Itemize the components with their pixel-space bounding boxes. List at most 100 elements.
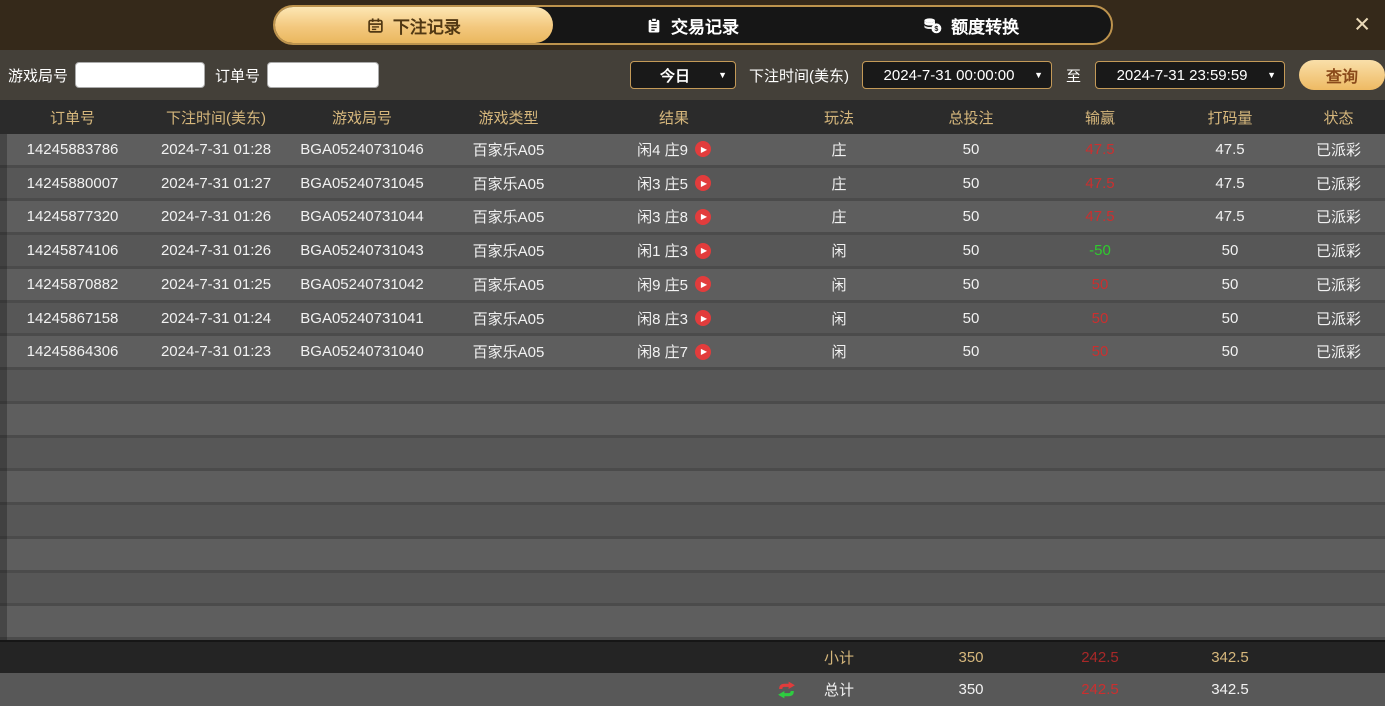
win-loss-value: 47.5 [1085, 208, 1115, 226]
cell-bet-time: 2024-7-31 01:24 [160, 309, 272, 327]
cell-empty [580, 642, 768, 673]
tab-bet-records[interactable]: 下注记录 [274, 7, 554, 43]
clipboard-icon [646, 17, 662, 34]
cell-order-id: 14245870882 [26, 275, 119, 293]
cell-empty [1292, 642, 1385, 673]
cell-win-loss: 47.5 [1032, 201, 1168, 232]
cell-win-loss: 47.5 [1032, 134, 1168, 165]
tab-quota-transfer[interactable]: $ 额度转换 [832, 7, 1111, 43]
play-icon[interactable]: ▶ [694, 276, 711, 293]
play-icon[interactable]: ▶ [694, 242, 711, 259]
win-loss-value: 50 [1091, 309, 1109, 327]
cell-win-loss: 50 [1032, 336, 1168, 367]
game-round-input[interactable] [75, 62, 206, 88]
cell-play: 闲 [831, 243, 847, 261]
calendar-icon [367, 17, 384, 34]
result-text: 闲4 庄9 [637, 141, 688, 159]
tab-transaction-records[interactable]: 交易记录 [553, 7, 832, 43]
col-header-game-type: 游戏类型 [478, 109, 539, 127]
col-header-result: 结果 [658, 109, 689, 127]
result-text: 闲9 庄5 [637, 276, 688, 294]
cell-order-id: 14245864306 [26, 343, 119, 361]
cell-bet-time: 2024-7-31 01:23 [160, 343, 272, 361]
empty-row [0, 437, 1385, 472]
play-icon[interactable]: ▶ [694, 208, 711, 225]
table-row: 14245867158 2024-7-31 01:24 BGA05240731041… [0, 302, 1385, 337]
bet-time-label: 下注时间(美东) [748, 67, 849, 85]
to-label: 至 [1065, 67, 1081, 85]
win-loss-value: 47.5 [1085, 140, 1115, 158]
cell-empty [145, 673, 287, 706]
cell-round-id: BGA05240731046 [300, 140, 424, 158]
date-preset-value: 今日 [660, 67, 691, 85]
subtotal-turnover: 342.5 [1211, 649, 1249, 666]
cell-play: 庄 [831, 209, 847, 227]
cell-round-id: BGA05240731045 [300, 174, 424, 192]
col-header-play: 玩法 [823, 109, 854, 127]
cell-turnover: 50 [1221, 343, 1239, 361]
empty-row [0, 606, 1385, 641]
cell-status: 已派彩 [1315, 344, 1361, 362]
play-icon[interactable]: ▶ [694, 310, 711, 327]
table-row: 14245870882 2024-7-31 01:25 BGA05240731042… [0, 268, 1385, 303]
subtotal-win-loss: 242.5 [1081, 649, 1119, 666]
cell-game-type: 百家乐A05 [472, 243, 545, 261]
result-text: 闲8 庄7 [637, 344, 688, 362]
end-time-select[interactable]: 2024-7-31 23:59:59 ▼ [1095, 61, 1285, 89]
play-icon[interactable]: ▶ [694, 175, 711, 192]
play-icon[interactable]: ▶ [694, 343, 711, 360]
cell-status: 已派彩 [1315, 175, 1361, 193]
cell-total-bet: 50 [962, 208, 980, 226]
tab-label: 额度转换 [951, 17, 1020, 37]
chevron-down-icon: ▼ [718, 70, 727, 80]
search-button[interactable]: 查询 [1299, 60, 1385, 90]
filter-bar: 游戏局号 订单号 今日 ▼ 下注时间(美东) 2024-7-31 00:00:0… [0, 50, 1385, 100]
swap-arrows-icon[interactable] [776, 681, 797, 698]
col-header-status: 状态 [1323, 109, 1354, 127]
total-total-bet: 350 [958, 681, 984, 698]
cell-order-id: 14245880007 [26, 174, 119, 192]
cell-turnover: 47.5 [1215, 140, 1245, 158]
cell-game-type: 百家乐A05 [472, 209, 545, 227]
total-label: 总计 [823, 682, 854, 699]
order-input[interactable] [267, 62, 380, 88]
cell-game-type: 百家乐A05 [472, 141, 545, 159]
empty-row [0, 471, 1385, 506]
total-win-loss: 242.5 [1081, 681, 1119, 698]
cell-status: 已派彩 [1315, 209, 1361, 227]
cell-result: 闲4 庄9 ▶ [580, 134, 768, 165]
start-time-select[interactable]: 2024-7-31 00:00:00 ▼ [861, 61, 1052, 89]
cell-empty [287, 642, 437, 673]
chevron-down-icon: ▼ [1034, 70, 1043, 80]
cell-status: 已派彩 [1315, 243, 1361, 261]
cell-order-id: 14245874106 [26, 242, 119, 260]
cell-result: 闲3 庄8 ▶ [580, 201, 768, 232]
empty-row [0, 572, 1385, 607]
cell-empty [437, 673, 580, 706]
cell-order-id: 14245867158 [26, 309, 119, 327]
play-icon[interactable]: ▶ [694, 141, 711, 158]
cell-order-id: 14245877320 [26, 208, 119, 226]
svg-text:$: $ [935, 24, 939, 32]
cell-game-type: 百家乐A05 [472, 175, 545, 193]
cell-bet-time: 2024-7-31 01:28 [160, 140, 272, 158]
tab-label: 交易记录 [671, 17, 739, 37]
cell-turnover: 47.5 [1215, 174, 1245, 192]
date-preset-select[interactable]: 今日 ▼ [629, 61, 736, 89]
cell-result: 闲8 庄3 ▶ [580, 303, 768, 334]
cell-empty [145, 642, 287, 673]
subtotal-total-bet: 350 [958, 649, 984, 666]
cell-result: 闲3 庄5 ▶ [580, 168, 768, 199]
game-round-label: 游戏局号 [8, 67, 69, 85]
win-loss-value: -50 [1089, 242, 1111, 260]
close-icon[interactable]: ✕ [1353, 13, 1371, 37]
cell-empty [1292, 673, 1385, 706]
cell-status: 已派彩 [1315, 141, 1361, 159]
col-header-turnover: 打码量 [1207, 109, 1253, 127]
table-row: 14245864306 2024-7-31 01:23 BGA05240731040… [0, 336, 1385, 371]
empty-row [0, 403, 1385, 438]
subtotal-row: 小计 350 242.5 342.5 [0, 640, 1385, 673]
cell-total-bet: 50 [962, 174, 980, 192]
cell-result: 闲1 庄3 ▶ [580, 235, 768, 266]
col-header-round-id: 游戏局号 [331, 109, 392, 127]
